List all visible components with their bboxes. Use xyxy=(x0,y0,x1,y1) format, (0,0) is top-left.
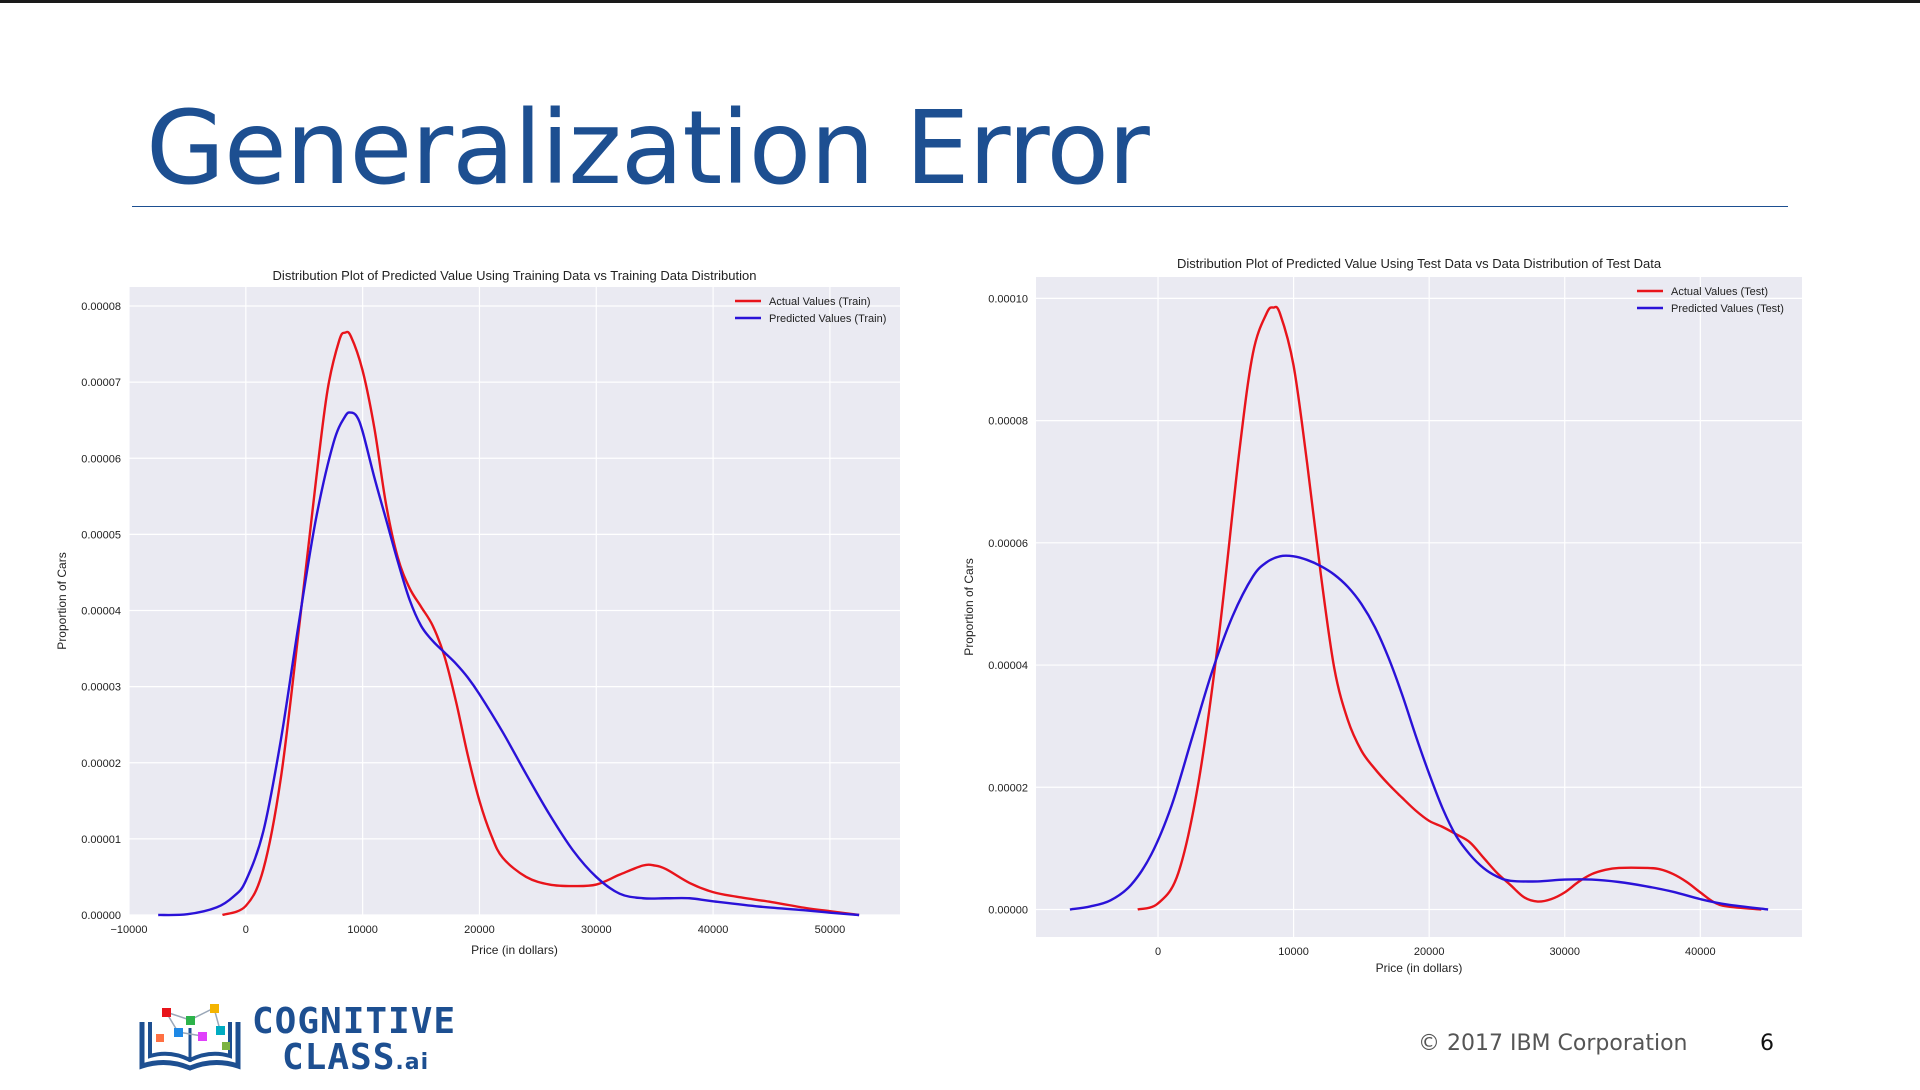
legend: Actual Values (Test) Predicted Values (Te… xyxy=(1637,286,1784,315)
y-tick-label: 0.00001 xyxy=(81,834,121,846)
chart-title: Distribution Plot of Predicted Value Usi… xyxy=(273,268,757,283)
chart-title: Distribution Plot of Predicted Value Usi… xyxy=(1177,256,1662,271)
legend: Actual Values (Train) Predicted Values (T… xyxy=(735,296,886,325)
y-tick-label: 0.00008 xyxy=(988,416,1028,428)
y-tick-label: 0.00000 xyxy=(988,905,1028,917)
logo-line-2: CLASS.ai xyxy=(252,1040,456,1076)
grid-lines xyxy=(1036,277,1802,937)
y-tick-label: 0.00006 xyxy=(988,538,1028,550)
slide-top-border xyxy=(0,0,1920,3)
y-tick-label: 0.00004 xyxy=(988,660,1028,672)
y-tick-label: 0.00006 xyxy=(81,453,121,465)
logo-suffix: .ai xyxy=(395,1050,430,1075)
page-number: 6 xyxy=(1760,1031,1774,1056)
y-tick-label: 0.00002 xyxy=(81,758,121,770)
test-distribution-chart: 0 10000 20000 30000 40000 0.00000 0.00002 0.000… xyxy=(962,256,1802,975)
y-axis-label: Proportion of Cars xyxy=(55,552,69,649)
x-axis-label: Price (in dollars) xyxy=(1376,961,1463,975)
y-tick-label: 0.00000 xyxy=(81,910,121,922)
y-tick-label: 0.00003 xyxy=(81,682,121,694)
legend-label: Predicted Values (Test) xyxy=(1671,303,1784,315)
logo-line-1: COGNITIVE xyxy=(252,1001,457,1042)
x-tick-label: 40000 xyxy=(698,924,729,936)
grid-lines xyxy=(128,287,900,916)
legend-label: Actual Values (Train) xyxy=(769,296,870,308)
x-tick-label: 20000 xyxy=(464,924,495,936)
open-book-logo-icon xyxy=(139,1004,241,1071)
series-line-actual xyxy=(222,330,860,917)
y-tick-label: 0.00004 xyxy=(81,606,121,618)
copyright-text: © 2017 IBM Corporation xyxy=(1418,1031,1688,1056)
y-tick-label: 0.00002 xyxy=(988,782,1028,794)
train-distribution-chart: −10000 0 10000 20000 30000 40000 50000 0.00000 0… xyxy=(55,268,900,957)
x-tick-label: 30000 xyxy=(581,924,612,936)
legend-label: Actual Values (Test) xyxy=(1671,286,1768,298)
x-tick-label: 10000 xyxy=(347,924,378,936)
x-tick-label: 10000 xyxy=(1278,946,1309,958)
cognitive-class-logo: COGNITIVE CLASS.ai xyxy=(136,998,455,1076)
y-tick-label: 0.00008 xyxy=(81,301,121,313)
slide-title: Generalization Error xyxy=(146,89,1150,208)
x-tick-label: 20000 xyxy=(1414,946,1445,958)
x-tick-label: 50000 xyxy=(815,924,846,936)
logo-line-2-text: CLASS xyxy=(282,1037,396,1078)
y-tick-label: 0.00005 xyxy=(81,529,121,541)
plot-area xyxy=(129,287,900,915)
x-axis-label: Price (in dollars) xyxy=(471,943,558,957)
x-tick-label: 0 xyxy=(243,924,249,936)
x-tick-label: 30000 xyxy=(1549,946,1580,958)
x-tick-label: 0 xyxy=(1155,946,1161,958)
series-line-actual xyxy=(1137,305,1762,911)
series-line-predicted xyxy=(158,411,860,917)
legend-label: Predicted Values (Train) xyxy=(769,313,886,325)
y-tick-label: 0.00007 xyxy=(81,377,121,389)
title-underline xyxy=(132,206,1788,207)
series-line-predicted xyxy=(1069,554,1769,911)
x-tick-label: 40000 xyxy=(1685,946,1716,958)
logo-wordmark: COGNITIVE CLASS.ai xyxy=(252,1004,456,1076)
plot-area xyxy=(1036,277,1802,937)
y-tick-label: 0.00010 xyxy=(988,293,1028,305)
y-axis-label: Proportion of Cars xyxy=(962,558,976,655)
x-tick-label: −10000 xyxy=(110,924,147,936)
